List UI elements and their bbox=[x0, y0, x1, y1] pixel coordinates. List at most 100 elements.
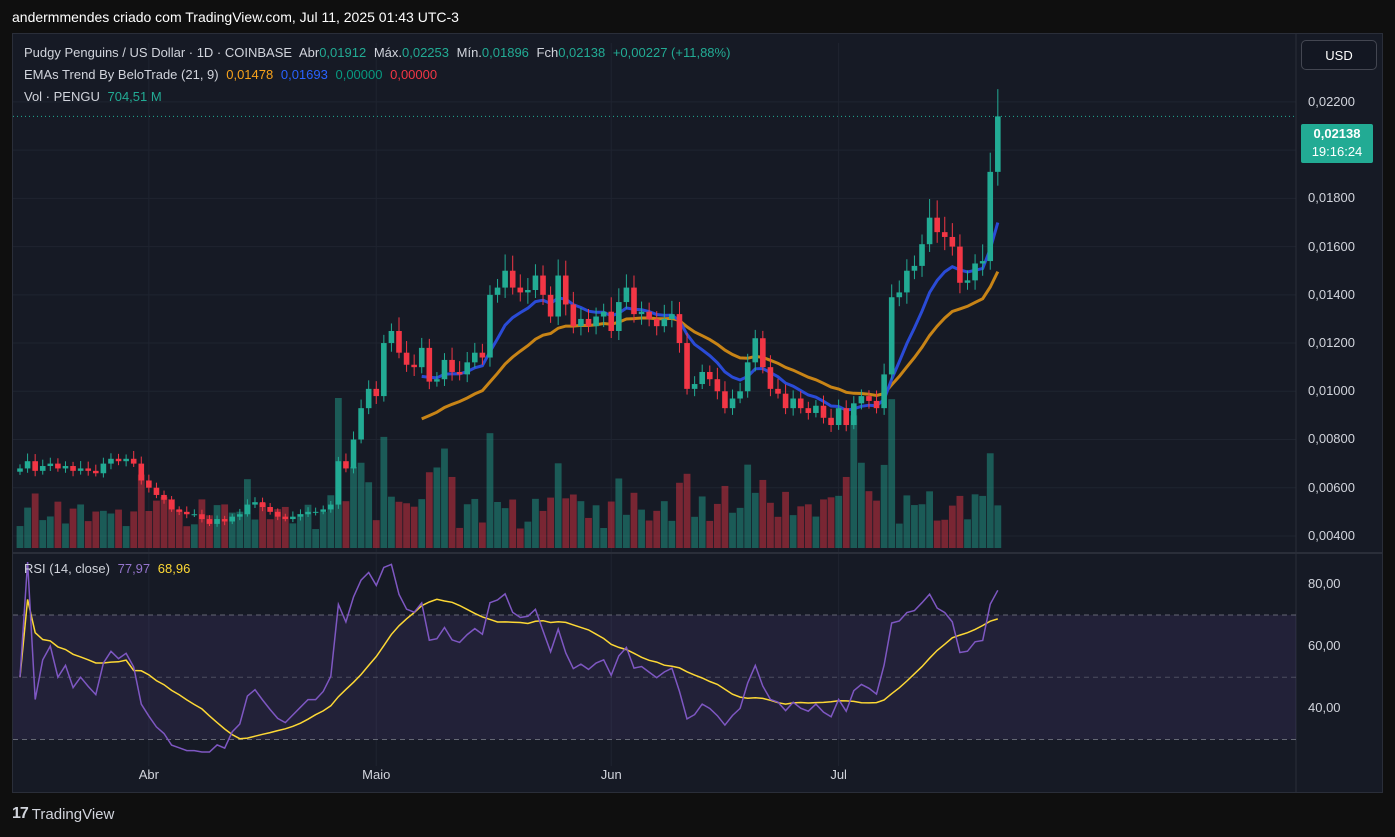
volume-bar bbox=[585, 517, 592, 548]
candle-body bbox=[623, 287, 630, 303]
volume-bar bbox=[645, 520, 653, 548]
volume-bar bbox=[372, 520, 380, 548]
candle-body bbox=[297, 514, 304, 517]
volume-bar bbox=[448, 476, 456, 548]
price-tick-label: 0,02200 bbox=[1308, 93, 1355, 109]
price-tick-label: 0,00400 bbox=[1308, 527, 1355, 543]
rsi-indicator-name[interactable]: RSI (14, close) bbox=[24, 561, 110, 576]
candle-body bbox=[365, 388, 372, 409]
volume-bar bbox=[857, 462, 865, 548]
close-label: Fch bbox=[536, 45, 559, 60]
symbol-title[interactable]: Pudgy Penguins / US Dollar · 1D · COINBA… bbox=[24, 45, 293, 60]
watermark-caption: andermmendes criado com TradingView.com,… bbox=[12, 9, 459, 25]
candle-body bbox=[138, 463, 145, 481]
symbol-legend: Pudgy Penguins / US Dollar · 1D · COINBA… bbox=[24, 45, 734, 60]
ema-value-4: 0,00000 bbox=[390, 67, 438, 82]
volume-bar bbox=[221, 504, 229, 548]
candle-body bbox=[813, 405, 819, 413]
candle-body bbox=[494, 287, 501, 295]
change-value: +0,00227 (+11,88%) bbox=[612, 45, 731, 60]
candle-body bbox=[146, 480, 152, 488]
candle-body bbox=[93, 470, 99, 474]
candle-body bbox=[434, 379, 440, 382]
candle-body bbox=[274, 511, 281, 517]
candle-body bbox=[562, 275, 569, 305]
candle-body bbox=[919, 244, 925, 266]
volume-bar bbox=[607, 501, 615, 548]
candle-body bbox=[130, 458, 137, 464]
volume-bar bbox=[911, 505, 918, 548]
candle-body bbox=[418, 347, 425, 368]
volume-bar bbox=[516, 528, 524, 548]
candle-body bbox=[305, 511, 311, 515]
volume-bar bbox=[547, 497, 554, 548]
time-tick-label: Abr bbox=[138, 767, 159, 782]
volume-bar bbox=[69, 508, 77, 548]
rsi-ma-value: 68,96 bbox=[157, 561, 191, 576]
currency-button[interactable]: USD bbox=[1301, 40, 1377, 70]
candle-body bbox=[722, 391, 728, 409]
candle-body bbox=[941, 232, 948, 237]
candle-body bbox=[691, 384, 698, 389]
candle-body bbox=[183, 511, 190, 515]
price-tick-label: 0,00600 bbox=[1308, 479, 1355, 495]
ema-value-1: 0,01478 bbox=[226, 67, 274, 82]
volume-bar bbox=[297, 514, 304, 548]
volume-bar bbox=[153, 500, 160, 548]
volume-bar bbox=[486, 433, 494, 548]
volume-bar bbox=[721, 485, 729, 548]
volume-bar bbox=[789, 515, 797, 548]
volume-indicator-name[interactable]: Vol · PENGU bbox=[24, 89, 100, 104]
high-value: 0,02253 bbox=[402, 45, 449, 60]
candle-body bbox=[729, 398, 736, 409]
candle-body bbox=[706, 371, 713, 380]
candle-body bbox=[244, 504, 251, 515]
ema-value-3: 0,00000 bbox=[335, 67, 383, 82]
candle-body bbox=[600, 311, 607, 317]
candle-body bbox=[176, 509, 182, 512]
volume-bar bbox=[903, 495, 911, 548]
last-price-value: 0,02138 bbox=[1313, 126, 1361, 141]
candle-body bbox=[199, 514, 205, 520]
volume-bar bbox=[865, 491, 873, 548]
candle-body bbox=[525, 290, 531, 293]
volume-bar bbox=[577, 501, 585, 548]
volume-bar bbox=[77, 504, 85, 548]
candle-body bbox=[972, 263, 978, 281]
candle-body bbox=[32, 461, 38, 471]
volume-bar bbox=[774, 516, 782, 548]
candle-body bbox=[676, 314, 683, 344]
volume-bar bbox=[84, 521, 92, 548]
candle-body bbox=[502, 270, 508, 288]
chart-frame[interactable] bbox=[12, 33, 1383, 793]
volume-bar bbox=[160, 496, 168, 548]
volume-bar bbox=[615, 478, 623, 548]
volume-bar bbox=[933, 520, 941, 548]
candle-body bbox=[449, 359, 455, 372]
volume-bar bbox=[463, 504, 471, 548]
volume-bar bbox=[39, 520, 47, 548]
candle-body bbox=[161, 494, 167, 500]
volume-bar bbox=[206, 515, 213, 548]
candle-body bbox=[760, 338, 766, 368]
candle-body bbox=[191, 514, 198, 516]
candle-body bbox=[570, 304, 577, 327]
volume-bar bbox=[842, 476, 850, 548]
volume-legend: Vol · PENGU 704,51 M bbox=[24, 89, 166, 104]
low-label: Mín. bbox=[456, 45, 482, 60]
volume-bar bbox=[820, 499, 827, 548]
volume-bar bbox=[812, 516, 820, 548]
volume-bar bbox=[713, 503, 721, 548]
volume-bar bbox=[971, 494, 979, 548]
tradingview-brand: TradingView bbox=[31, 805, 115, 823]
tradingview-logo[interactable]: 17 TradingView bbox=[12, 805, 114, 823]
volume-bar bbox=[509, 499, 517, 548]
volume-bar bbox=[228, 512, 236, 548]
candle-body bbox=[62, 466, 69, 469]
volume-bar bbox=[562, 498, 570, 548]
volume-bar bbox=[62, 523, 69, 548]
candle-body bbox=[646, 311, 652, 319]
ema-indicator-name[interactable]: EMAs Trend By BeloTrade (21, 9) bbox=[24, 67, 219, 82]
candle-body bbox=[835, 408, 842, 426]
